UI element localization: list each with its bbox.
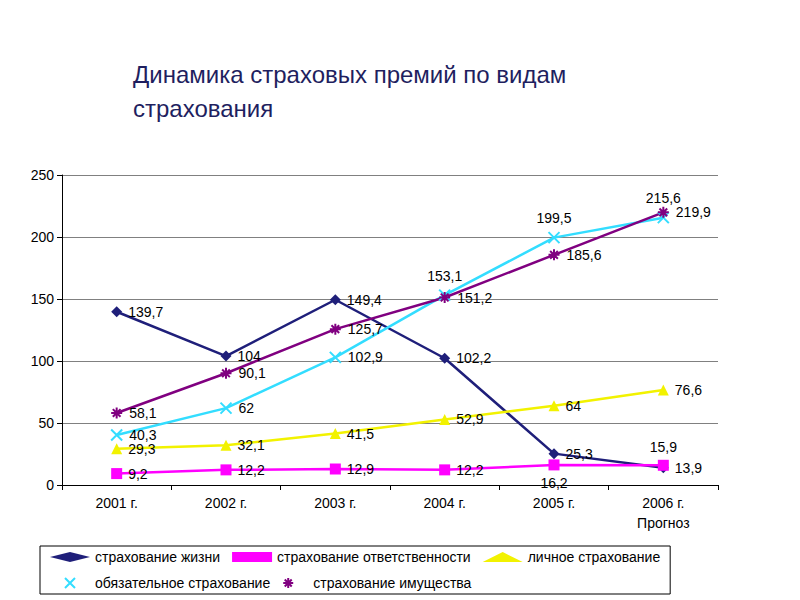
svg-text:150: 150 bbox=[31, 291, 55, 307]
svg-text:личное страхование: личное страхование bbox=[528, 549, 661, 565]
svg-text:102,9: 102,9 bbox=[348, 349, 383, 365]
svg-text:12,9: 12,9 bbox=[347, 461, 374, 477]
svg-text:125,7: 125,7 bbox=[348, 321, 383, 337]
svg-text:12,2: 12,2 bbox=[238, 462, 265, 478]
svg-text:153,1: 153,1 bbox=[427, 268, 462, 284]
svg-text:58,1: 58,1 bbox=[129, 405, 156, 421]
svg-text:200: 200 bbox=[31, 229, 55, 245]
svg-text:41,5: 41,5 bbox=[347, 426, 374, 442]
svg-text:0: 0 bbox=[46, 477, 54, 493]
svg-text:Динамика страховых премий по в: Динамика страховых премий по видам bbox=[133, 61, 566, 88]
svg-text:151,2: 151,2 bbox=[457, 290, 492, 306]
svg-text:32,1: 32,1 bbox=[238, 437, 265, 453]
svg-text:страхование жизни: страхование жизни bbox=[95, 549, 220, 565]
svg-text:104: 104 bbox=[238, 348, 262, 364]
svg-text:90,1: 90,1 bbox=[239, 365, 266, 381]
svg-text:13,9: 13,9 bbox=[675, 460, 702, 476]
svg-text:185,6: 185,6 bbox=[567, 247, 602, 263]
svg-text:199,5: 199,5 bbox=[536, 210, 571, 226]
svg-text:2001 г.: 2001 г. bbox=[96, 495, 138, 511]
svg-text:149,4: 149,4 bbox=[347, 292, 382, 308]
svg-text:52,9: 52,9 bbox=[456, 411, 483, 427]
svg-text:9,2: 9,2 bbox=[128, 466, 148, 482]
svg-text:100: 100 bbox=[31, 353, 55, 369]
svg-text:64: 64 bbox=[566, 398, 582, 414]
svg-text:102,2: 102,2 bbox=[456, 350, 491, 366]
svg-text:62: 62 bbox=[239, 400, 255, 416]
svg-text:страхование ответственности: страхование ответственности bbox=[277, 549, 471, 565]
svg-text:215,6: 215,6 bbox=[645, 190, 681, 207]
svg-text:12,2: 12,2 bbox=[456, 462, 483, 478]
svg-text:139,7: 139,7 bbox=[128, 304, 163, 320]
svg-text:Прогноз: Прогноз bbox=[637, 515, 690, 531]
svg-text:2003 г.: 2003 г. bbox=[314, 495, 356, 511]
svg-text:250: 250 bbox=[31, 167, 55, 183]
svg-text:50: 50 bbox=[38, 415, 54, 431]
svg-text:обязательное страхование: обязательное страхование bbox=[95, 575, 270, 591]
svg-text:29,3: 29,3 bbox=[128, 441, 155, 457]
svg-text:страхование имущества: страхование имущества bbox=[313, 575, 471, 591]
svg-text:страхования: страхования bbox=[133, 95, 273, 122]
svg-text:2006 г.: 2006 г. bbox=[642, 495, 684, 511]
svg-text:15,9: 15,9 bbox=[650, 439, 677, 455]
svg-text:2005 г.: 2005 г. bbox=[533, 495, 575, 511]
svg-text:219,9: 219,9 bbox=[676, 204, 711, 220]
svg-text:16,2: 16,2 bbox=[540, 475, 567, 491]
svg-text:2004 г.: 2004 г. bbox=[424, 495, 466, 511]
svg-text:76,6: 76,6 bbox=[675, 382, 702, 398]
svg-text:40,3: 40,3 bbox=[129, 427, 156, 443]
svg-text:2002 г.: 2002 г. bbox=[205, 495, 247, 511]
svg-text:25,3: 25,3 bbox=[566, 446, 593, 462]
